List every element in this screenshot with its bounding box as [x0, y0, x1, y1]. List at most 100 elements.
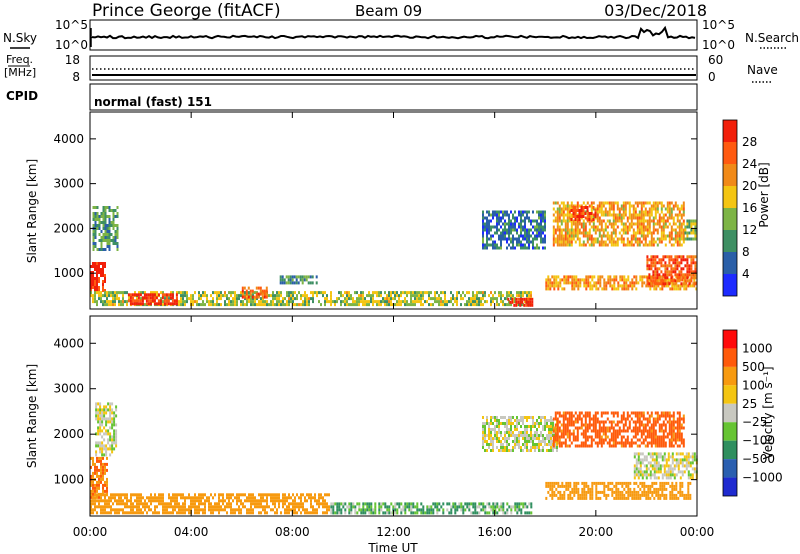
scatter-cell: [600, 411, 603, 415]
scatter-cell: [368, 505, 371, 509]
scatter-cell: [551, 275, 554, 279]
scatter-cell: [108, 291, 110, 295]
scatter-cell: [309, 281, 312, 285]
scatter-cell: [660, 204, 663, 208]
scatter-cell: [496, 216, 498, 220]
scatter-cell: [116, 297, 118, 301]
scatter-cell: [406, 294, 408, 298]
scatter-cell: [653, 287, 656, 291]
scatter-cell: [645, 284, 648, 288]
scatter-cell: [613, 275, 616, 279]
scatter-cell: [579, 281, 582, 285]
scatter-cell: [246, 297, 248, 301]
scatter-cell: [126, 502, 128, 506]
scatter-cell: [526, 428, 528, 431]
scatter-cell: [630, 444, 633, 448]
scatter-cell: [416, 511, 419, 515]
scatter-cell: [635, 464, 638, 468]
scatter-cell: [588, 420, 591, 424]
scatter-cell: [670, 258, 673, 262]
scatter-cell: [302, 294, 304, 298]
scatter-cell: [506, 425, 508, 428]
scatter-cell: [580, 432, 583, 436]
scatter-cell: [478, 291, 480, 295]
scatter-cell: [627, 287, 630, 291]
scatter-cell: [386, 505, 389, 509]
scatter-cell: [256, 505, 258, 509]
scatter-cell: [126, 300, 128, 304]
scatter-cell: [508, 216, 510, 220]
scatter-cell: [668, 432, 671, 436]
scatter-cell: [676, 243, 679, 247]
scatter-cell: [582, 222, 585, 226]
scatter-cell: [309, 275, 312, 279]
scatter-cell: [574, 215, 577, 218]
scatter-cell: [131, 296, 134, 300]
scatter-cell: [540, 219, 542, 223]
scatter-cell: [360, 300, 362, 304]
scatter-cell: [90, 483, 92, 487]
scatter-cell: [591, 496, 594, 500]
scatter-cell: [574, 209, 577, 212]
scatter-cell: [682, 222, 685, 226]
scatter-cell: [298, 303, 300, 307]
scatter-cell: [590, 201, 593, 205]
scatter-cell: [238, 294, 240, 298]
scatter-cell: [476, 291, 478, 295]
scatter-cell: [506, 303, 508, 307]
scatter-cell: [627, 481, 630, 485]
scatter-cell: [222, 493, 224, 497]
scatter-cell: [563, 278, 566, 282]
scatter-cell: [636, 411, 639, 415]
scatter-cell: [482, 508, 485, 512]
scatter-cell: [492, 446, 494, 449]
scatter-cell: [512, 294, 514, 298]
scatter-cell: [194, 300, 196, 304]
scatter-cell: [96, 248, 99, 251]
scatter-cell: [663, 487, 666, 491]
scatter-cell: [171, 293, 174, 297]
scatter-cell: [408, 291, 410, 295]
scatter-cell: [174, 502, 176, 506]
scatter-cell: [240, 300, 242, 304]
scatter-cell: [92, 248, 95, 251]
scatter-cell: [244, 291, 246, 295]
scatter-cell: [336, 511, 339, 515]
scatter-cell: [390, 300, 392, 304]
scatter-cell: [630, 438, 633, 442]
scatter-cell: [618, 219, 621, 223]
scatter-cell: [544, 437, 546, 440]
scatter-cell: [652, 264, 655, 268]
scatter-cell: [508, 428, 510, 431]
scatter-cell: [262, 493, 264, 497]
scatter-cell: [346, 297, 348, 301]
scatter-cell: [526, 216, 528, 220]
scatter-cell: [670, 210, 673, 214]
scatter-cell: [390, 294, 392, 298]
scatter-cell: [571, 278, 574, 282]
scatter-cell: [322, 511, 324, 515]
scatter-cell: [616, 432, 619, 436]
scatter-cell: [640, 441, 643, 445]
scatter-cell: [586, 444, 589, 448]
scatter-cell: [297, 281, 300, 285]
scatter-cell: [580, 441, 583, 445]
scatter-cell: [632, 231, 635, 235]
scatter-cell: [660, 264, 663, 268]
scatter-cell: [526, 291, 528, 295]
scatter-cell: [692, 270, 695, 274]
scatter-cell: [106, 245, 109, 248]
scatter-cell: [524, 502, 527, 506]
scatter-cell: [624, 423, 627, 427]
scatter-cell: [604, 438, 607, 442]
scatter-cell: [488, 422, 490, 425]
scatter-cell: [530, 437, 532, 440]
scatter-cell: [332, 508, 335, 512]
scatter-cell: [683, 284, 686, 288]
scatter-cell: [284, 508, 286, 512]
scatter-cell: [665, 496, 668, 500]
scatter-cell: [492, 240, 494, 244]
scatter-cell: [306, 511, 308, 515]
scatter-cell: [578, 237, 581, 241]
scatter-cell: [92, 502, 94, 506]
